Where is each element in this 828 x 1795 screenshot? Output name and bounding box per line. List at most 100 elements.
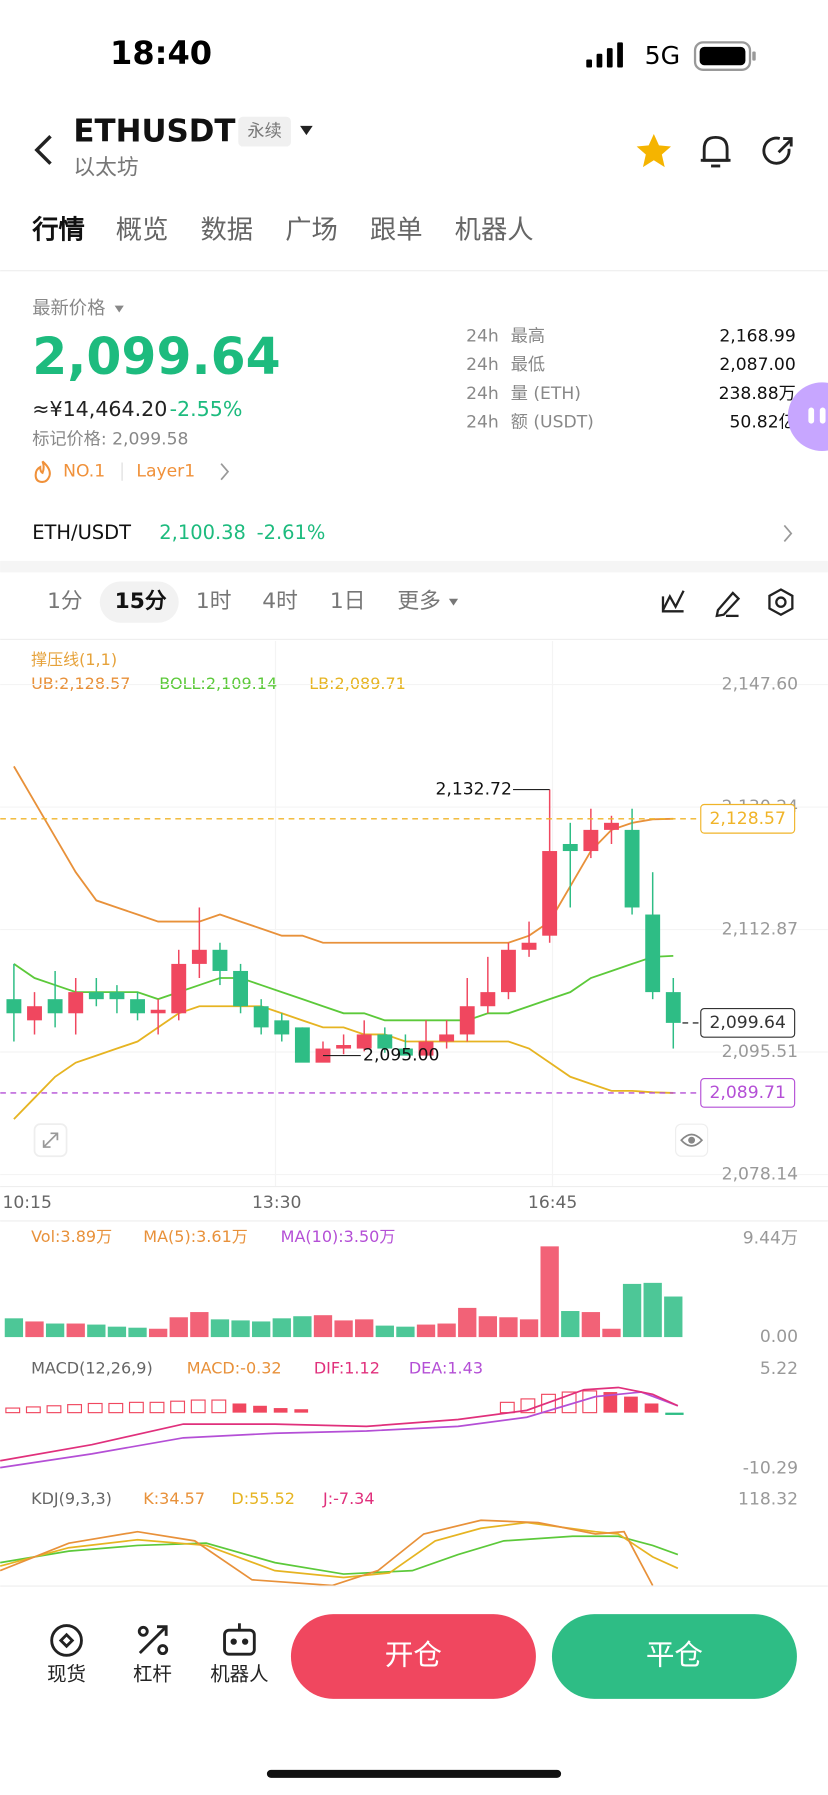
settings-button[interactable] xyxy=(768,588,794,617)
spot-chevron[interactable] xyxy=(783,524,793,543)
back-button[interactable] xyxy=(34,135,52,165)
legend-entry: D:55.52 xyxy=(231,1489,295,1508)
close-label[interactable]: 平仓 xyxy=(646,1637,703,1671)
nav-label[interactable]: 现货 xyxy=(47,1662,86,1685)
candle-body xyxy=(397,1048,413,1056)
band-line xyxy=(13,765,674,944)
spot-icon[interactable] xyxy=(50,1624,83,1657)
signal-icon xyxy=(586,42,623,68)
y-tick-label: 0.00 xyxy=(760,1327,798,1347)
leverage-icon[interactable] xyxy=(137,1625,169,1656)
candle-body xyxy=(47,999,63,1014)
x-tick-label: 10:15 xyxy=(2,1193,51,1213)
interval[interactable]: 更多 xyxy=(397,589,441,614)
volume-bar xyxy=(519,1319,539,1338)
rank[interactable]: NO.1 xyxy=(63,462,105,482)
interval[interactable]: 15分 xyxy=(115,589,167,614)
volume-bar xyxy=(437,1323,456,1338)
share-button[interactable] xyxy=(762,136,793,165)
sector[interactable]: Layer1 xyxy=(136,462,195,482)
candle-body xyxy=(68,992,84,1014)
open-button[interactable] xyxy=(290,1614,536,1699)
candle-body xyxy=(521,942,537,950)
tab[interactable]: 数据 xyxy=(201,216,254,246)
symbol-dropdown[interactable] xyxy=(300,125,313,136)
price-label: 最新价格 xyxy=(32,298,105,319)
divider xyxy=(0,1585,828,1587)
tab[interactable]: 行情 xyxy=(31,215,85,246)
volume-bar xyxy=(416,1324,436,1338)
y-tick-label: -10.29 xyxy=(743,1459,798,1479)
candle-body xyxy=(274,1020,290,1035)
tab[interactable]: 概览 xyxy=(116,216,169,246)
stat-period: 24h xyxy=(466,327,499,347)
y-tick-label: 2,078.14 xyxy=(722,1165,798,1185)
price-tag-label: 2,128.57 xyxy=(709,809,785,829)
interval[interactable]: 1时 xyxy=(196,589,232,614)
stat-period: 24h xyxy=(466,355,499,375)
separator xyxy=(121,462,123,481)
more-dropdown[interactable] xyxy=(448,598,459,606)
close-button[interactable] xyxy=(551,1614,797,1699)
stat-label: 量 (ETH) xyxy=(511,384,581,404)
expand-button[interactable] xyxy=(33,1123,68,1158)
tab[interactable]: 广场 xyxy=(285,216,338,246)
price-tag xyxy=(700,1078,796,1108)
volume-bar xyxy=(272,1318,291,1338)
legend-entry: MA(10):3.50万 xyxy=(281,1227,396,1246)
spot-pair[interactable]: ETH/USDT xyxy=(32,521,131,544)
candle-body xyxy=(212,949,228,971)
volume-bar xyxy=(581,1312,601,1338)
band-line xyxy=(13,1005,674,1120)
visibility-button[interactable] xyxy=(675,1123,709,1157)
candle-body xyxy=(109,992,125,1000)
open-label[interactable]: 开仓 xyxy=(385,1637,442,1671)
spot-change: -2.61% xyxy=(257,521,326,544)
divider xyxy=(0,638,828,640)
alert-bell[interactable] xyxy=(700,135,731,168)
x-tick-label: 16:45 xyxy=(528,1193,577,1213)
price-tag xyxy=(700,803,796,834)
legend-entry: MACD:-0.32 xyxy=(187,1359,282,1378)
legend-entry: K:34.57 xyxy=(143,1489,205,1508)
indicator-button[interactable] xyxy=(661,590,685,613)
mark-price: 标记价格: 2,099.58 xyxy=(32,430,188,450)
price-dropdown[interactable] xyxy=(114,305,124,313)
nav-label[interactable]: 机器人 xyxy=(210,1662,268,1685)
stat-label: 额 (USDT) xyxy=(511,412,594,432)
tab[interactable]: 机器人 xyxy=(455,216,534,246)
y-tick-label: 2,112.87 xyxy=(722,920,798,940)
candle-body xyxy=(645,914,661,993)
sector-chevron[interactable] xyxy=(220,463,230,481)
volume-bar xyxy=(169,1317,188,1338)
indicator-title: 撑压线(1,1) xyxy=(31,650,117,669)
tab[interactable]: 跟单 xyxy=(370,216,423,246)
volume-bar xyxy=(540,1246,559,1338)
volume-bar xyxy=(643,1282,662,1338)
y-tick-label: 9.44万 xyxy=(743,1229,798,1249)
interval[interactable]: 1日 xyxy=(330,589,366,614)
volume-bar xyxy=(190,1312,209,1338)
assistant-bubble[interactable] xyxy=(787,382,828,452)
stat-value: 238.88万 xyxy=(719,384,796,404)
y-tick-label: 2,095.51 xyxy=(722,1042,798,1062)
volume-bar xyxy=(602,1328,621,1338)
interval[interactable]: 1分 xyxy=(47,589,83,614)
candle-body xyxy=(191,949,207,964)
candle-body xyxy=(562,843,578,852)
favorite-star[interactable] xyxy=(636,133,672,168)
bot-icon[interactable] xyxy=(223,1623,256,1656)
max-label: 2,132.72 xyxy=(435,780,511,800)
nav-label[interactable]: 杠杆 xyxy=(133,1662,172,1685)
draw-button[interactable] xyxy=(715,591,741,618)
kdj-plot xyxy=(0,1519,679,1587)
volume-bar xyxy=(107,1326,127,1338)
candle-body xyxy=(604,822,619,830)
stat-period: 24h xyxy=(466,412,499,432)
interval[interactable]: 4时 xyxy=(262,589,298,614)
stat-value: 2,087.00 xyxy=(719,355,795,375)
legend-entry: Vol:3.89万 xyxy=(31,1227,112,1246)
price-tag xyxy=(700,1007,796,1038)
candle-body xyxy=(459,1006,475,1035)
price-change: -2.55% xyxy=(170,397,243,421)
